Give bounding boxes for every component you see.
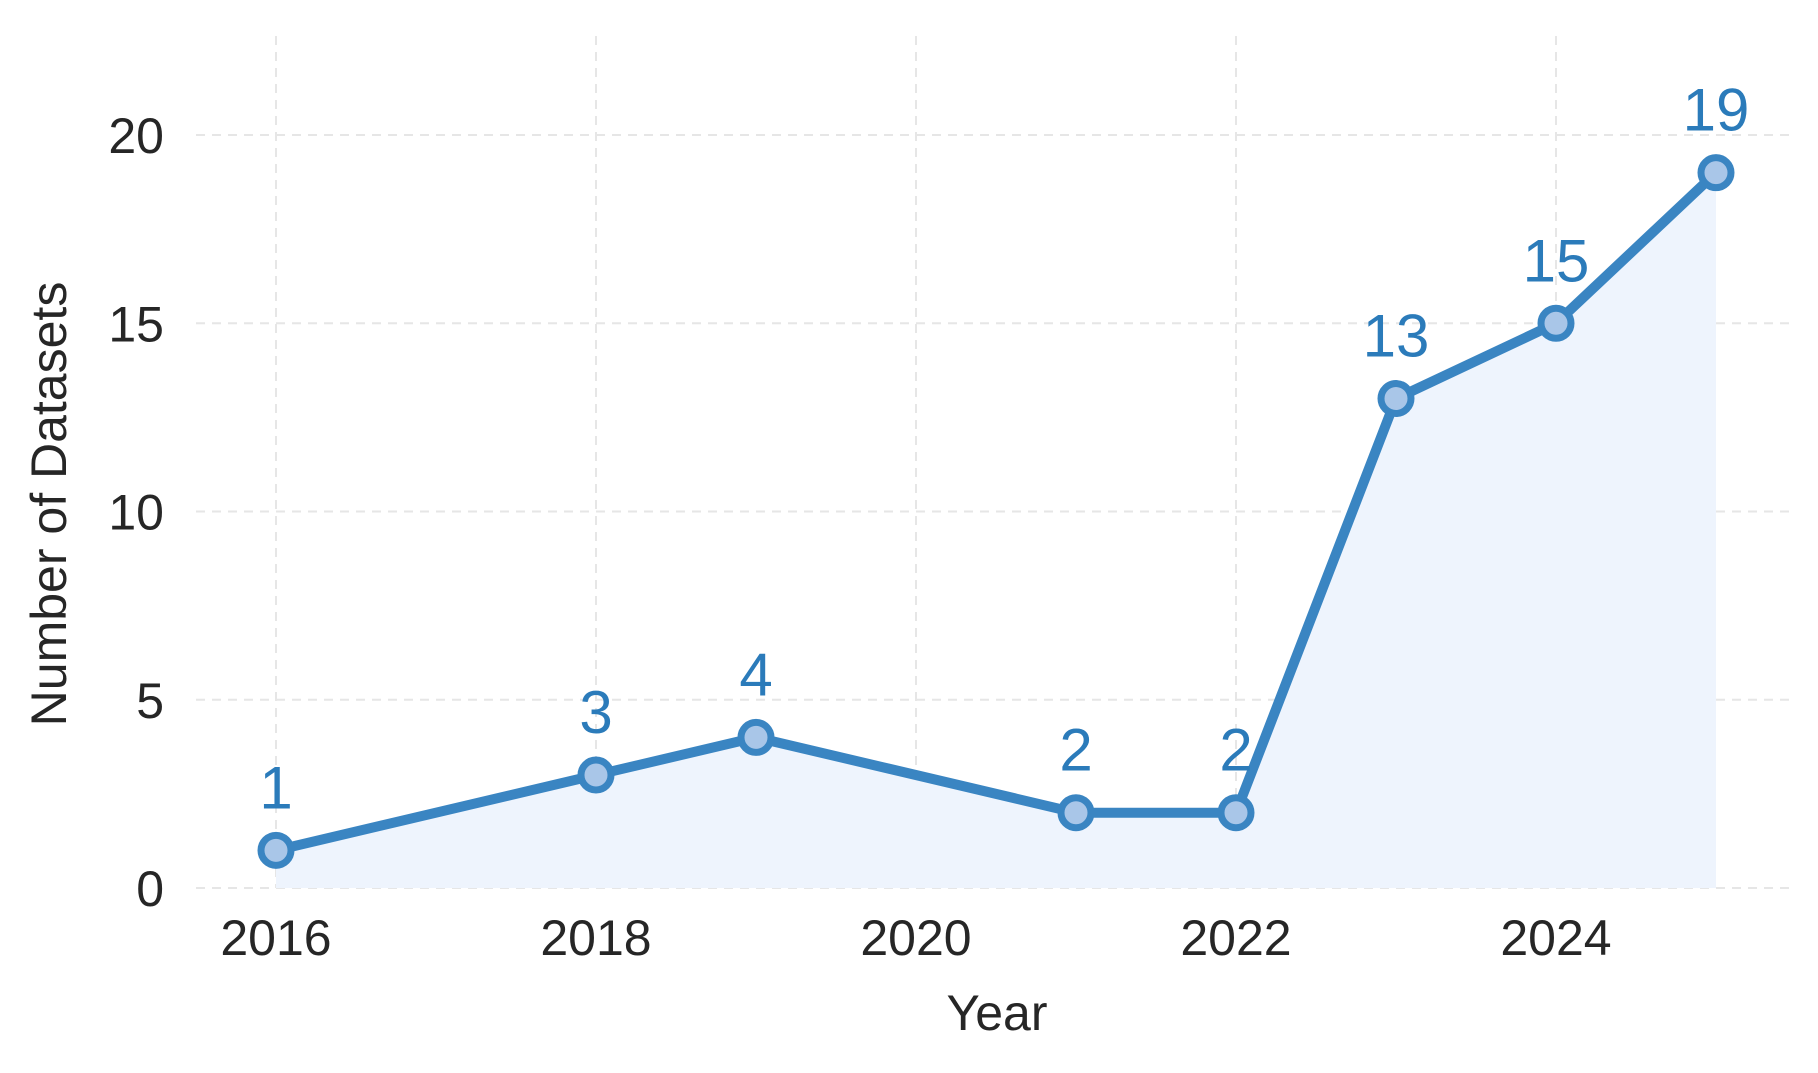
data-label: 13 [1363,303,1430,370]
data-point [1217,794,1255,832]
data-point [1057,794,1095,832]
series-line [271,167,1721,856]
x-tick-label: 2016 [220,910,331,966]
marker-layer [257,154,1735,869]
data-point [577,756,615,794]
data-label: 4 [739,641,772,708]
y-tick-label: 5 [136,673,164,729]
data-point [1697,154,1735,192]
data-point [257,831,295,869]
x-tick-label: 2022 [1180,910,1291,966]
y-tick-label: 20 [108,108,164,164]
data-label: 3 [579,679,612,746]
area-layer [276,172,1716,888]
y-tick-label: 10 [108,485,164,541]
x-axis-title: Year [946,985,1047,1041]
x-tick-label: 2018 [540,910,651,966]
data-point [1377,380,1415,418]
data-label: 2 [1219,717,1252,784]
data-label: 15 [1523,227,1590,294]
data-label: 2 [1059,717,1092,784]
area-fill [276,172,1716,888]
x-tick-label: 2024 [1500,910,1611,966]
x-tick-label: 2020 [860,910,971,966]
data-label: 1 [259,754,292,821]
y-tick-label: 0 [136,861,164,917]
line-layer [271,167,1721,856]
data-point [1537,304,1575,342]
data-point [737,718,775,756]
data-label: 19 [1683,77,1750,144]
y-axis-title: Number of Datasets [21,282,77,727]
y-tick-label: 15 [108,296,164,352]
tick-label-layer: 2016 2018 2020 2022 2024 0 5 10 15 20 [108,108,1611,966]
